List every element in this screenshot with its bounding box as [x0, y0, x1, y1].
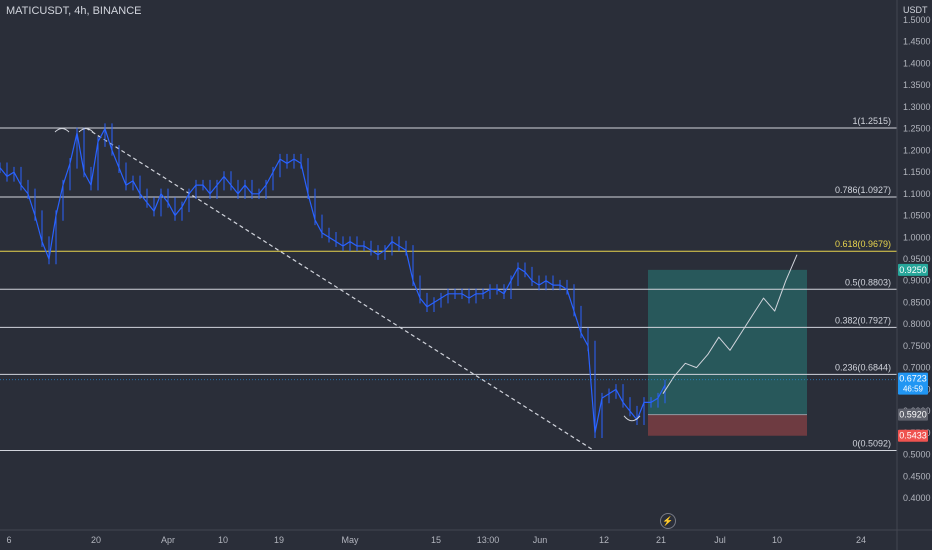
price-badge-countdown: 46:59	[903, 385, 924, 394]
y-tick-label: 0.9000	[903, 276, 931, 286]
y-tick-label: 0.7500	[903, 341, 931, 351]
x-tick-label: 20	[91, 535, 101, 545]
y-tick-label: 0.7000	[903, 363, 931, 373]
trendline-dashed	[85, 127, 595, 452]
price-badge-label: 0.9250	[899, 265, 927, 275]
trendline[interactable]	[85, 127, 595, 452]
y-tick-label: 1.0000	[903, 232, 931, 242]
x-tick-label: 24	[856, 535, 866, 545]
top-marker	[54, 127, 70, 133]
fib-label: 0.236(0.6844)	[835, 362, 891, 372]
symbol-title[interactable]: MATICUSDT, 4h, BINANCE	[6, 5, 142, 17]
fib-label: 1(1.2515)	[852, 116, 891, 126]
stop-zone	[648, 414, 807, 436]
target-zone	[648, 269, 807, 415]
y-tick-label: 1.2500	[903, 124, 931, 134]
currency-label: USDT	[903, 5, 928, 15]
y-tick-label: 0.4000	[903, 493, 931, 503]
fib-label: 0.618(0.9679)	[835, 239, 891, 249]
y-tick-label: 1.0500	[903, 211, 931, 221]
fib-label: 0.382(0.7927)	[835, 315, 891, 325]
x-tick-label: 10	[772, 535, 782, 545]
y-tick-label: 0.9500	[903, 254, 931, 264]
y-tick-label: 1.1500	[903, 167, 931, 177]
price-line	[0, 127, 666, 433]
y-tick-label: 1.4000	[903, 58, 931, 68]
price-badge	[898, 372, 928, 395]
x-tick-label: 19	[274, 535, 284, 545]
fib-label: 0.786(1.0927)	[835, 185, 891, 195]
price-badge	[898, 263, 928, 276]
x-tick-label: 15	[431, 535, 441, 545]
fib-label: 0.5(0.8803)	[845, 277, 891, 287]
price-badge-label: 0.5920	[899, 410, 927, 420]
x-tick-label: Jun	[533, 535, 548, 545]
x-tick-label: Jul	[714, 535, 726, 545]
lightning-icon[interactable]: ⚡	[660, 513, 676, 529]
projection-path	[662, 254, 798, 394]
y-tick-label: 1.3500	[903, 80, 931, 90]
fibonacci-levels[interactable]: 1(1.2515) 0.786(1.0927) 0.618(0.9679) 0.5(0…	[0, 116, 897, 452]
price-badge	[898, 408, 928, 421]
x-tick-label: 21	[656, 535, 666, 545]
x-tick-label: Apr	[161, 535, 175, 545]
y-tick-label: 1.2000	[903, 145, 931, 155]
x-tick-label: May	[341, 535, 359, 545]
y-tick-label: 0.8000	[903, 319, 931, 329]
x-tick-label: 13:00	[477, 535, 500, 545]
y-tick-label: 0.5000	[903, 450, 931, 460]
price-series	[0, 123, 666, 439]
price-badge	[898, 429, 928, 442]
x-tick-label: 10	[218, 535, 228, 545]
x-tick-label: 12	[599, 535, 609, 545]
y-tick-label: 0.4500	[903, 471, 931, 481]
y-tick-label: 0.8500	[903, 297, 931, 307]
fib-label: 0(0.5092)	[852, 439, 891, 449]
position-zones[interactable]	[648, 269, 807, 436]
top-marker	[78, 127, 94, 133]
projection-line	[662, 254, 798, 394]
y-tick-label: 1.3000	[903, 102, 931, 112]
y-tick-label: 1.1000	[903, 189, 931, 199]
price-badge-label: 0.6723	[899, 374, 927, 384]
time-axis[interactable]: 6 20 Apr 10 19 May 15 13:00 Jun 12 21 Jul 10 24	[6, 535, 866, 545]
x-tick-label: 6	[6, 535, 11, 545]
y-tick-label: 1.4500	[903, 37, 931, 47]
y-tick-label: 1.5000	[903, 15, 931, 25]
price-badge-label: 0.5433	[899, 431, 927, 441]
bottom-marker	[623, 415, 641, 422]
